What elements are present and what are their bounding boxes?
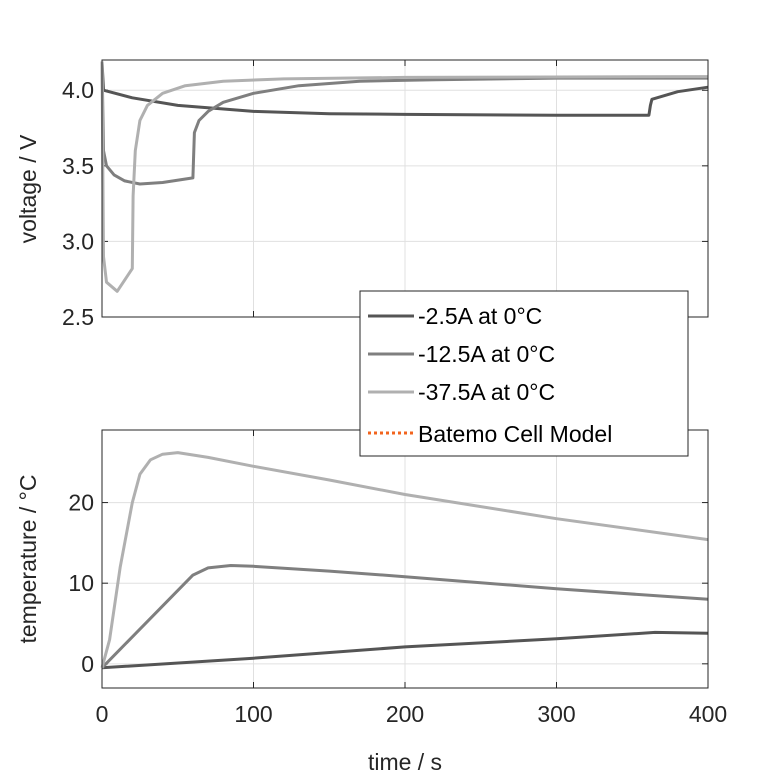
legend-label-12.5A: -12.5A at 0°C xyxy=(418,341,555,367)
legend: -2.5A at 0°C -12.5A at 0°C -37.5A at 0°C… xyxy=(359,290,689,457)
voltage-axes: 2.5 3.0 3.5 4.0 xyxy=(62,59,709,330)
legend-box xyxy=(359,290,689,457)
y-tick-label: 3.0 xyxy=(62,228,94,254)
x-tick-label: 0 xyxy=(96,701,109,727)
series-line--2.5A xyxy=(101,630,709,670)
legend-label-2.5A: -2.5A at 0°C xyxy=(418,303,542,329)
x-tick-label: 300 xyxy=(537,701,575,727)
legend-label-37.5A: -37.5A at 0°C xyxy=(418,379,555,405)
y-tick-label: 0 xyxy=(81,651,94,677)
temperature-ylabel: temperature / °C xyxy=(15,475,41,644)
temperature-axes: 0 100 200 300 400 0 10 20 xyxy=(68,429,727,727)
series-line--2.5A xyxy=(100,61,709,117)
series-line--37.5A xyxy=(100,451,709,669)
time-xlabel: time / s xyxy=(368,749,442,775)
series-line--12.5A xyxy=(100,564,709,669)
y-tick-label: 3.5 xyxy=(62,153,94,179)
x-tick-label: 400 xyxy=(689,701,727,727)
y-tick-label: 4.0 xyxy=(62,77,94,103)
voltage-ylabel: voltage / V xyxy=(15,134,41,243)
y-tick-label: 2.5 xyxy=(62,304,94,330)
x-tick-label: 100 xyxy=(234,701,272,727)
legend-label-batemo: Batemo Cell Model xyxy=(418,421,612,447)
series-line--12.5A xyxy=(100,61,708,186)
series-line--37.5A xyxy=(100,61,709,293)
x-tick-label: 200 xyxy=(386,701,424,727)
y-tick-label: 20 xyxy=(68,490,94,516)
y-tick-label: 10 xyxy=(68,570,94,596)
